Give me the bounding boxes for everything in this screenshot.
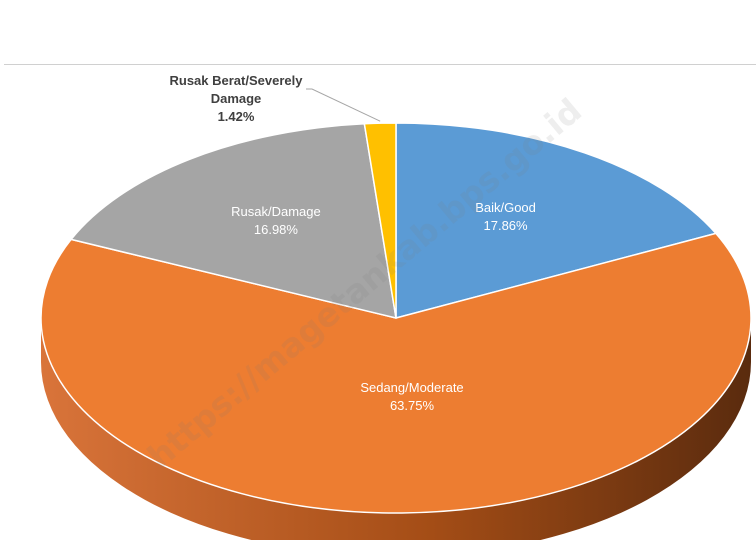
pie-label-rusak-berat-severely-damage-name: Damage (211, 91, 262, 106)
pie-label-rusak-damage-name: Rusak/Damage (231, 204, 321, 219)
pie-label-baik-good-name: Baik/Good (475, 200, 536, 215)
pie-top-layer (40, 122, 752, 514)
pie-label-rusak-berat-severely-damage-value: 1.42% (218, 109, 255, 124)
pie-label-rusak-berat-severely-damage-name: Rusak Berat/Severely (170, 73, 304, 88)
pie-label-sedang-moderate-value: 63.75% (390, 398, 435, 413)
pie-slice-rusak-berat-severely-damage (363, 122, 397, 319)
pie-label-sedang-moderate-name: Sedang/Moderate (360, 380, 463, 395)
pie-slice-rusak-damage (70, 123, 397, 319)
pie-label-rusak-damage-value: 16.98% (254, 222, 299, 237)
divider-line (4, 64, 756, 65)
pie-label-rusak-damage: Rusak/Damage 16.98% (231, 204, 321, 237)
pie-label-layer: Baik/Good 17.86% Sedang/Moderate 63.75% Rusa… (170, 73, 536, 413)
pie-label-sedang-moderate: Sedang/Moderate 63.75% (360, 380, 463, 413)
pie-label-baik-good-value: 17.86% (484, 218, 529, 233)
pie-slice-baik-good (395, 122, 717, 319)
pie-slice-sedang-moderate (40, 232, 752, 514)
pie-label-rusak-berat-severely-damage-leader-line (306, 88, 381, 122)
pie-label-rusak-berat-severely-damage: Rusak Berat/Severely Damage 1.42% (170, 73, 304, 124)
pie-label-baik-good: Baik/Good 17.86% (475, 200, 536, 233)
